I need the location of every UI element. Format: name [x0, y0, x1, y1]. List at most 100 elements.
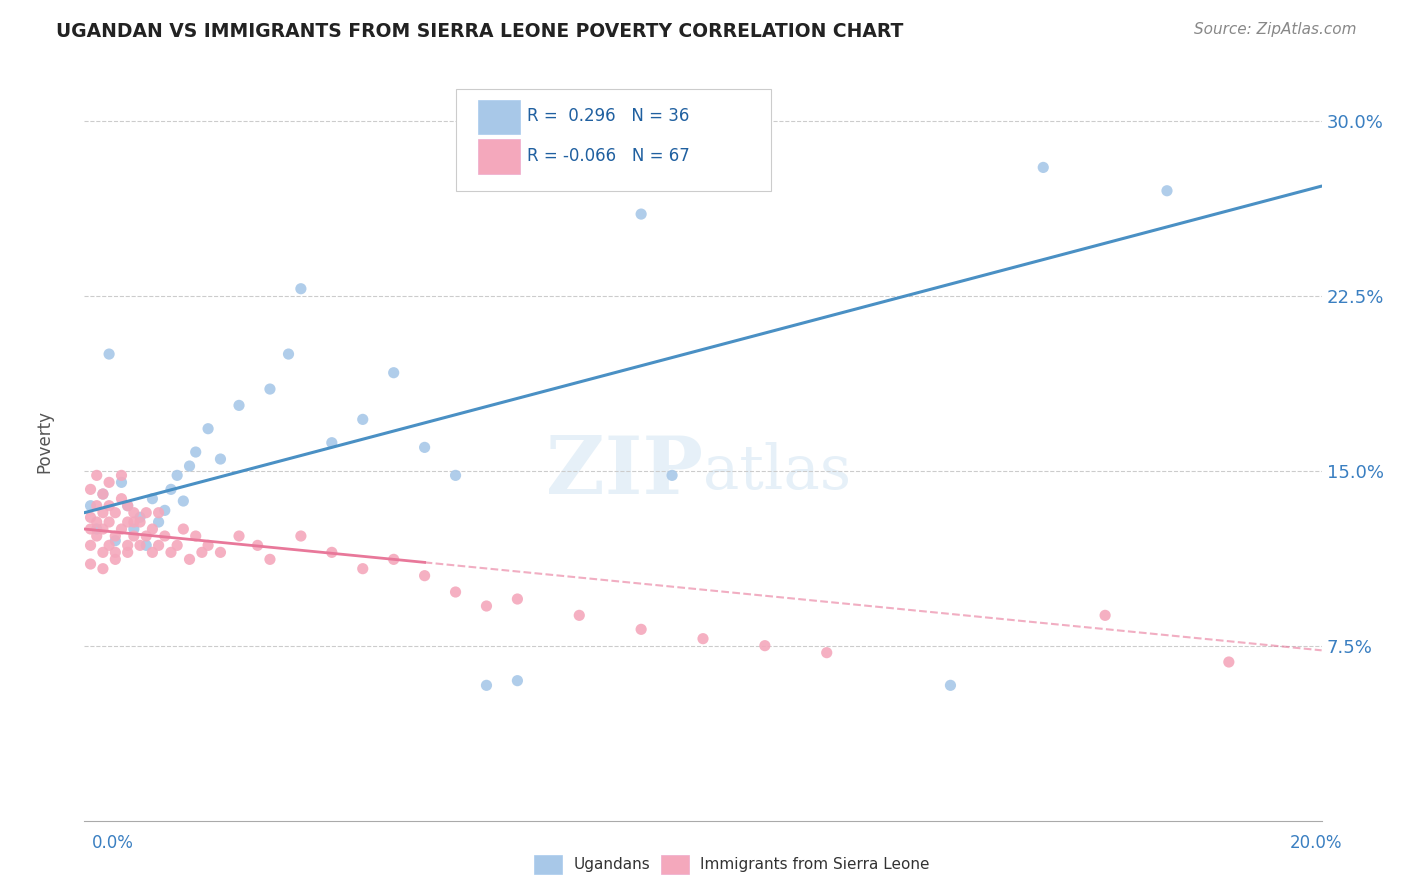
Point — [117, 515, 139, 529]
Point — [506, 592, 529, 607]
Point — [172, 494, 194, 508]
Point — [246, 538, 269, 552]
Point — [135, 538, 157, 552]
Point — [321, 545, 343, 559]
Point — [1156, 184, 1178, 198]
Point — [661, 468, 683, 483]
Y-axis label: Poverty: Poverty — [35, 410, 53, 473]
Point — [815, 646, 838, 660]
Point — [754, 639, 776, 653]
Point — [98, 515, 121, 529]
FancyBboxPatch shape — [478, 139, 520, 174]
Text: R = -0.066   N = 67: R = -0.066 N = 67 — [527, 146, 690, 165]
Point — [172, 522, 194, 536]
Point — [79, 483, 101, 497]
Point — [939, 678, 962, 692]
Point — [197, 422, 219, 436]
Point — [86, 522, 108, 536]
Point — [98, 499, 121, 513]
Point — [630, 623, 652, 637]
Point — [179, 552, 201, 566]
Point — [110, 522, 132, 536]
Point — [444, 468, 467, 483]
Point — [86, 515, 108, 529]
Point — [86, 468, 108, 483]
Point — [209, 545, 232, 559]
Text: 0.0%: 0.0% — [91, 834, 134, 852]
Point — [117, 499, 139, 513]
Point — [1094, 608, 1116, 623]
Point — [630, 207, 652, 221]
Point — [110, 491, 132, 506]
Point — [197, 538, 219, 552]
Point — [413, 568, 436, 582]
Point — [79, 499, 101, 513]
Point — [382, 366, 405, 380]
Point — [135, 506, 157, 520]
Point — [122, 522, 145, 536]
FancyBboxPatch shape — [456, 89, 770, 191]
Point — [166, 468, 188, 483]
Point — [153, 529, 176, 543]
Point — [79, 538, 101, 552]
Text: Immigrants from Sierra Leone: Immigrants from Sierra Leone — [700, 857, 929, 871]
Point — [141, 545, 163, 559]
Point — [91, 487, 114, 501]
Text: atlas: atlas — [703, 442, 851, 502]
Point — [160, 545, 183, 559]
Point — [290, 529, 312, 543]
Point — [86, 529, 108, 543]
Point — [1218, 655, 1240, 669]
Point — [191, 545, 214, 559]
Point — [91, 506, 114, 520]
Point — [104, 552, 127, 566]
Point — [117, 499, 139, 513]
Point — [321, 435, 343, 450]
Point — [290, 282, 312, 296]
Point — [104, 506, 127, 520]
Text: UGANDAN VS IMMIGRANTS FROM SIERRA LEONE POVERTY CORRELATION CHART: UGANDAN VS IMMIGRANTS FROM SIERRA LEONE … — [56, 22, 904, 41]
Text: R =  0.296   N = 36: R = 0.296 N = 36 — [527, 107, 690, 125]
Point — [91, 545, 114, 559]
Point — [104, 545, 127, 559]
Point — [179, 458, 201, 473]
Point — [148, 538, 170, 552]
Point — [413, 441, 436, 455]
Point — [104, 529, 127, 543]
Point — [475, 599, 498, 613]
Point — [79, 510, 101, 524]
Point — [160, 483, 183, 497]
Point — [141, 522, 163, 536]
Point — [209, 452, 232, 467]
Point — [166, 538, 188, 552]
Point — [122, 515, 145, 529]
Text: Ugandans: Ugandans — [574, 857, 651, 871]
Point — [506, 673, 529, 688]
FancyBboxPatch shape — [478, 100, 520, 135]
Point — [110, 475, 132, 490]
Point — [129, 538, 152, 552]
Point — [79, 522, 101, 536]
Point — [98, 347, 121, 361]
Point — [86, 499, 108, 513]
Point — [104, 533, 127, 548]
Text: Source: ZipAtlas.com: Source: ZipAtlas.com — [1194, 22, 1357, 37]
Point — [153, 503, 176, 517]
Point — [122, 506, 145, 520]
Point — [91, 522, 114, 536]
Point — [228, 398, 250, 412]
Point — [117, 545, 139, 559]
Point — [259, 382, 281, 396]
Point — [692, 632, 714, 646]
Point — [444, 585, 467, 599]
Point — [148, 515, 170, 529]
Point — [135, 529, 157, 543]
Point — [184, 445, 207, 459]
Point — [184, 529, 207, 543]
Point — [382, 552, 405, 566]
Point — [475, 678, 498, 692]
Point — [277, 347, 299, 361]
Point — [98, 538, 121, 552]
Point — [141, 491, 163, 506]
Point — [98, 475, 121, 490]
